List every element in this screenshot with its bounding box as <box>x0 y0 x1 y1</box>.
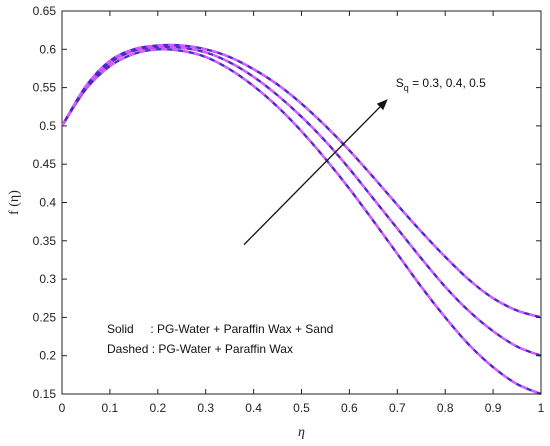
annotation-label-rest: = 0.3, 0.4, 0.5 <box>409 76 486 90</box>
annotation-arrowhead <box>376 99 388 111</box>
y-tick-label: 0.65 <box>33 4 57 18</box>
series-dashed-line-3 <box>61 43 542 319</box>
y-axis-label: f (η) <box>7 190 22 215</box>
x-tick-label: 0.8 <box>437 401 454 415</box>
x-tick-label: 0.2 <box>149 401 166 415</box>
plot-frame <box>61 10 542 395</box>
y-tick-label: 0.45 <box>33 157 57 171</box>
y-tick-label: 0.4 <box>39 196 56 210</box>
y-tick-label: 0.6 <box>39 42 56 56</box>
series-dashed-line-2 <box>61 45 542 357</box>
annotation-label: Sq = 0.3, 0.4, 0.5 <box>396 76 486 93</box>
annotation-label-sub: q <box>404 83 409 93</box>
x-axis-label: η <box>298 425 305 440</box>
y-tick-label: 0.5 <box>39 119 56 133</box>
x-tick-label: 0.1 <box>102 401 119 415</box>
y-tick-label: 0.55 <box>33 81 57 95</box>
x-tick-label: 0 <box>59 401 66 415</box>
x-tick-label: 0.6 <box>341 401 358 415</box>
legend-dashed-text: Dashed : PG-Water + Paraffin Wax <box>107 342 293 356</box>
annotation-label-main: S <box>396 76 404 90</box>
series-dashed-line-1 <box>61 48 542 396</box>
y-tick-label: 0.25 <box>33 310 57 324</box>
series-solid-line-2 <box>60 45 542 357</box>
x-tick-label: 0.4 <box>245 401 262 415</box>
x-tick-label: 0.5 <box>293 401 310 415</box>
series-layer <box>60 43 542 396</box>
legend-solid-text: Solid : PG-Water + Paraffin Wax + Sand <box>107 322 333 336</box>
x-tick-label: 0.3 <box>197 401 214 415</box>
annotation: Sq = 0.3, 0.4, 0.5 <box>243 76 486 246</box>
y-tick-label: 0.2 <box>39 349 56 363</box>
x-tick-label: 0.7 <box>389 401 406 415</box>
y-tick-label: 0.3 <box>39 272 56 286</box>
y-tick-label: 0.35 <box>33 234 57 248</box>
x-tick-label: 0.9 <box>485 401 502 415</box>
y-tick-label: 0.15 <box>33 387 57 401</box>
ticks-layer: 0 0.1 0.2 0.3 0.4 0.5 0.6 0.7 0.8 0.9 1 0.15 0.2 0.25… <box>33 4 545 415</box>
x-tick-label: 1 <box>538 401 545 415</box>
plot-area <box>61 10 542 395</box>
annotation-arrow <box>243 106 381 246</box>
